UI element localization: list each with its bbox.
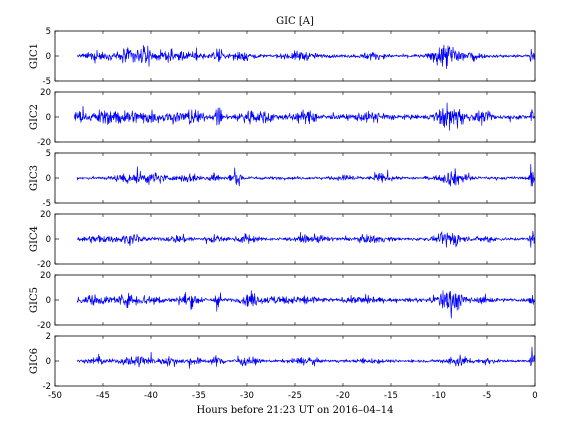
- x-tick-label: -15: [384, 391, 398, 401]
- y-tick-label: -20: [37, 260, 51, 270]
- y-tick-label: 5: [46, 149, 51, 159]
- series-gic6: [76, 346, 535, 369]
- y-tick-label: 20: [40, 210, 51, 220]
- x-tick-label: -50: [48, 391, 62, 401]
- y-tick-label: -20: [37, 138, 51, 148]
- y-tick-label: 0: [46, 296, 51, 306]
- y-tick-label: -20: [37, 321, 51, 331]
- y-tick-label: 0: [46, 113, 51, 123]
- y-axis-label-gic4: GIC4: [29, 226, 40, 252]
- y-tick-label: -5: [43, 77, 51, 87]
- x-tick-label: -25: [288, 391, 302, 401]
- series-gic5: [76, 290, 535, 319]
- y-tick-label: -2: [43, 382, 51, 392]
- y-tick-label: 0: [46, 52, 51, 62]
- y-tick-label: 20: [40, 88, 51, 98]
- x-tick-label: -20: [336, 391, 350, 401]
- x-tick-label: -40: [144, 391, 158, 401]
- y-tick-label: 0: [46, 235, 51, 245]
- x-tick-label: -5: [483, 391, 491, 401]
- y-tick-label: 2: [46, 332, 51, 342]
- y-tick-label: -5: [43, 199, 51, 209]
- series-gic4: [76, 230, 535, 248]
- x-axis: -50 -45 -40 -35 -30 -25 -20 -15 -10 -5 0: [48, 391, 538, 401]
- panel-gic2: 20 0 -20 GIC2: [29, 88, 536, 148]
- y-axis-label-gic1: GIC1: [29, 43, 40, 69]
- y-tick-label: 5: [46, 27, 51, 37]
- y-axis-label-gic5: GIC5: [29, 287, 40, 313]
- y-tick-label: 20: [40, 271, 51, 281]
- series-gic2: [73, 102, 535, 131]
- x-tick-label: -30: [240, 391, 254, 401]
- panels-group: 50-5GIC1200-20GIC250-5GIC3200-20GIC4200-…: [29, 27, 536, 392]
- y-axis-label-gic3: GIC3: [29, 165, 40, 191]
- series-gic1: [77, 44, 535, 70]
- series-gic3: [76, 164, 535, 187]
- chart-title: GIC [A]: [276, 16, 314, 27]
- x-axis-label: Hours before 21:23 UT on 2016–04–14: [196, 405, 393, 416]
- y-axis-label-gic6: GIC6: [29, 348, 40, 374]
- x-tick-label: 0: [532, 391, 537, 401]
- x-tick-label: -35: [192, 391, 206, 401]
- panel-gic5: 20 0 -20 GIC5: [29, 271, 536, 331]
- y-tick-label: 0: [46, 357, 51, 367]
- x-tick-label: -10: [432, 391, 446, 401]
- y-tick-label: 0: [46, 174, 51, 184]
- x-tick-label: -45: [96, 391, 110, 401]
- panel-gic4: 20 0 -20 GIC4: [29, 210, 536, 270]
- y-axis-label-gic2: GIC2: [29, 104, 40, 130]
